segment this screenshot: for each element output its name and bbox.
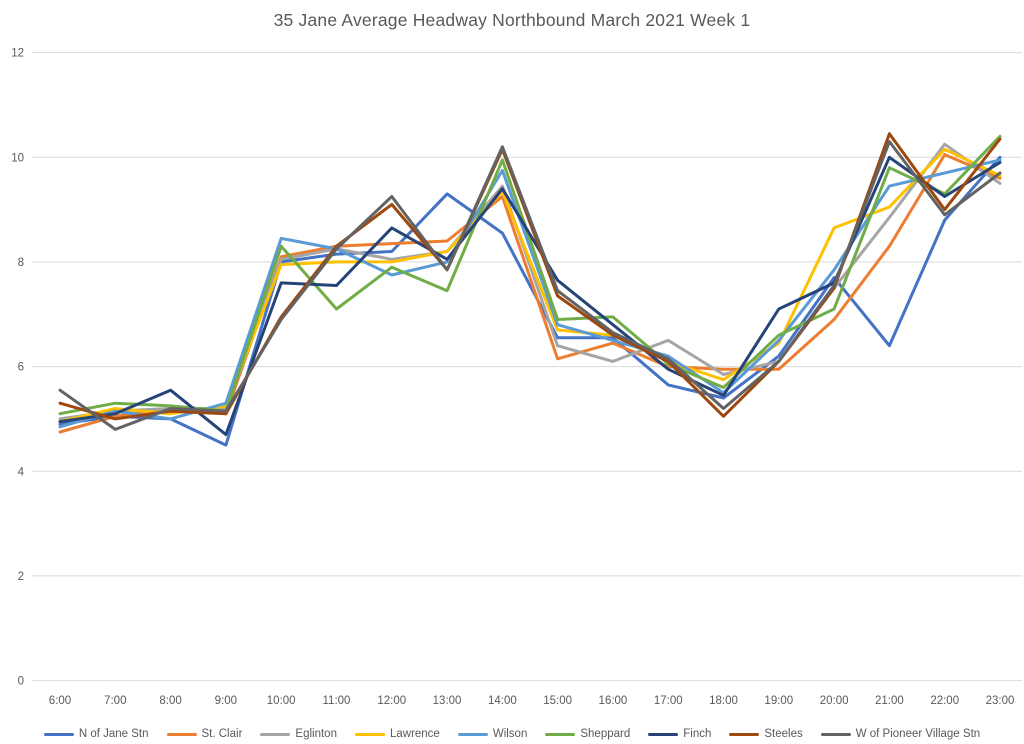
legend-label: N of Jane Stn <box>78 728 149 740</box>
y-axis-tick-label: 0 <box>18 676 24 688</box>
legend-label: Finch <box>683 728 712 740</box>
y-axis-tick-label: 2 <box>18 571 24 583</box>
y-axis-tick-label: 6 <box>18 362 24 374</box>
legend-label: Wilson <box>492 728 528 740</box>
x-axis-tick-label: 6:00 <box>49 695 71 707</box>
x-axis-tick-label: 22:00 <box>930 695 959 707</box>
series-line-n-of-jane-stn <box>58 155 1002 447</box>
x-axis-tick-label: 15:00 <box>543 695 572 707</box>
x-axis-tick-label: 21:00 <box>875 695 904 707</box>
y-axis-tick-label: 4 <box>18 466 25 478</box>
x-axis-tick-label: 23:00 <box>986 695 1015 707</box>
legend-label: Lawrence <box>389 728 440 740</box>
legend-label: Sheppard <box>580 728 631 740</box>
legend-item: Eglinton <box>260 728 337 740</box>
legend-line-swatch <box>354 732 385 736</box>
x-axis-tick-label: 10:00 <box>267 695 296 707</box>
x-axis-tick-label: 17:00 <box>654 695 683 707</box>
x-axis-tick-label: 8:00 <box>159 695 181 707</box>
x-axis-tick-label: 18:00 <box>709 695 738 707</box>
chart-title: 35 Jane Average Headway Northbound March… <box>273 10 751 30</box>
x-axis-tick-label: 13:00 <box>433 695 462 707</box>
legend-line-swatch <box>729 732 760 736</box>
x-axis-tick-label: 11:00 <box>323 695 351 707</box>
series-line-st-clair <box>58 153 1002 434</box>
series-line-w-of-pioneer-village-stn <box>58 140 1002 431</box>
legend-label: W of Pioneer Village Stn <box>855 728 981 740</box>
y-axis-tick-label: 12 <box>11 48 24 60</box>
x-axis-tick-label: 12:00 <box>377 695 406 707</box>
x-axis-tick-label: 7:00 <box>104 695 126 707</box>
legend-line-swatch <box>648 732 679 736</box>
x-axis-tick-label: 19:00 <box>764 695 793 707</box>
legend-item: St. Clair <box>166 728 243 740</box>
x-axis-tick-label: 9:00 <box>215 695 237 707</box>
legend-item: Lawrence <box>354 728 440 740</box>
legend-label: Steeles <box>764 728 803 740</box>
legend-line-swatch <box>166 732 197 736</box>
legend-label: St. Clair <box>201 728 243 740</box>
legend-label: Eglinton <box>295 728 337 740</box>
series-line-wilson <box>58 158 1002 429</box>
legend-item: N of Jane Stn <box>43 728 149 740</box>
legend-item: Steeles <box>729 728 803 740</box>
legend-item: W of Pioneer Village Stn <box>820 728 981 740</box>
x-axis-tick-label: 20:00 <box>820 695 849 707</box>
legend-line-swatch <box>457 732 488 736</box>
y-axis-tick-label: 10 <box>11 152 24 164</box>
x-axis-tick-label: 16:00 <box>599 695 628 707</box>
y-axis-tick-label: 8 <box>18 257 24 269</box>
legend-item: Wilson <box>457 728 528 740</box>
legend-line-swatch <box>545 732 576 736</box>
legend-item: Sheppard <box>545 728 630 740</box>
chart-legend: N of Jane Stn St. Clair Eglinton Lawrence Wi… <box>0 728 1024 740</box>
legend-line-swatch <box>260 732 291 736</box>
x-axis-tick-label: 14:00 <box>488 695 517 707</box>
series-line-finch <box>58 155 1002 437</box>
legend-item: Finch <box>648 728 711 740</box>
legend-line-swatch <box>43 732 74 736</box>
legend-line-swatch <box>820 732 851 736</box>
